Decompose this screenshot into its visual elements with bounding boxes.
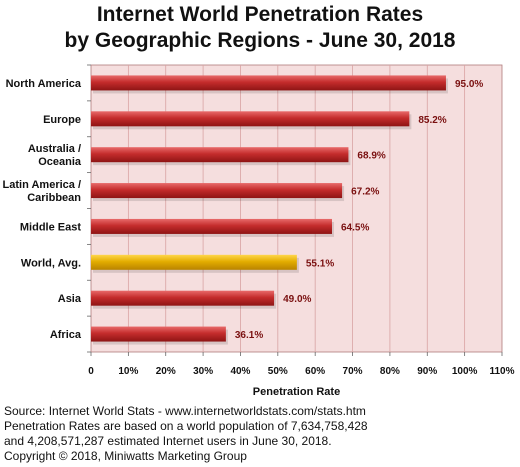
x-tick-label: 100% [452, 366, 478, 377]
data-label: 55.1% [306, 258, 334, 269]
bar-chart: North America Europe Australia /Oceania Lat… [3, 64, 515, 398]
x-tick-label: 50% [268, 366, 288, 377]
bar-north-america [91, 75, 446, 91]
x-tick-label: 30% [193, 366, 213, 377]
copyright-text: Copyright © 2018, Miniwatts Marketing Gr… [4, 449, 247, 463]
category-label: Latin America / [3, 179, 81, 191]
x-tick-label: 70% [343, 366, 363, 377]
plot-area [90, 64, 503, 353]
category-label: Oceania [38, 156, 82, 168]
source-text: Source: Internet World Stats - www.inter… [4, 404, 366, 418]
category-label: World, Avg. [21, 257, 81, 269]
category-label: Asia [58, 293, 82, 305]
x-tick-label: 20% [156, 366, 176, 377]
category-label: Africa [50, 329, 82, 341]
chart-title: Internet World Penetration Rates [96, 3, 424, 26]
data-label: 85.2% [418, 115, 446, 126]
data-label: 64.5% [341, 222, 369, 233]
note-line-1: Penetration Rates are based on a world p… [4, 419, 368, 433]
x-tick-label: 90% [417, 366, 437, 377]
bars [91, 75, 448, 345]
note-line-2: and 4,208,571,287 estimated Internet use… [4, 434, 332, 448]
x-tick-label: 80% [380, 366, 400, 377]
data-label: 95.0% [455, 79, 483, 90]
data-label: 68.9% [357, 151, 385, 162]
bar-asia [91, 290, 275, 306]
data-label: 49.0% [283, 294, 311, 305]
bar-middle-east [91, 218, 332, 234]
category-label: Europe [43, 114, 81, 126]
category-label: Middle East [20, 221, 81, 233]
x-tick-labels: 0 10% 20% 30% 40% 50% 60% 70% 80% 90% 100% 110% [88, 366, 514, 377]
x-tick-label: 10% [118, 366, 138, 377]
category-label: Australia / [28, 143, 81, 155]
bar-latin-america-caribbean [91, 183, 343, 199]
chart-title-block: Internet World Penetration Rates by Geog… [0, 2, 520, 54]
category-label: Caribbean [27, 192, 81, 204]
bar-africa [91, 326, 226, 342]
data-label: 36.1% [235, 330, 263, 341]
bar-europe [91, 111, 410, 127]
data-label: 67.2% [351, 187, 379, 198]
x-tick-label: 0 [88, 366, 94, 377]
bar-world-avg [91, 254, 297, 270]
x-tick-label: 60% [305, 366, 325, 377]
x-axis-label: Penetration Rate [253, 386, 340, 398]
chart-subtitle: by Geographic Regions - June 30, 2018 [64, 29, 456, 52]
bar-australia-oceania [91, 147, 349, 163]
x-tick-label: 40% [230, 366, 250, 377]
x-tick-label: 110% [489, 366, 514, 377]
category-label: North America [6, 78, 82, 90]
category-labels: North America Europe Australia /Oceania Lat… [3, 78, 82, 341]
data-labels: 95.0% 85.2% 68.9% 67.2% 64.5% 55.1% 49.0% 36.1% [235, 79, 484, 341]
footer-notes: Source: Internet World Stats - www.inter… [4, 404, 516, 464]
